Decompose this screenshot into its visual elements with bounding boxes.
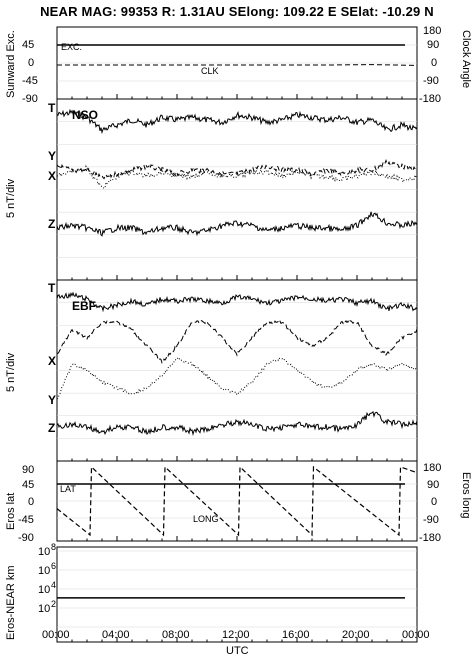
p1-right-tick-0: 0 <box>431 57 437 69</box>
p4-left-tick-90: 90 <box>22 464 34 476</box>
p5-tick-base: 10 <box>38 546 50 558</box>
x-tick-marks <box>56 94 418 642</box>
x-tick-label: 08:00 <box>162 629 190 641</box>
ebf-label-x: X <box>48 354 56 368</box>
x-axis-title: UTC <box>226 645 249 656</box>
ebf-label-t: T <box>48 281 56 295</box>
ebf-title: EBF <box>72 299 96 313</box>
p4-right-tick-neg90: -90 <box>423 514 439 526</box>
nso-ylabel: 5 nT/div <box>5 178 17 218</box>
p4-left-tick-neg45: -45 <box>18 514 34 526</box>
x-tick-label: 04:00 <box>102 629 130 641</box>
ebf-y-series-line <box>56 356 418 400</box>
p1-left-tick-neg45: -45 <box>22 75 38 87</box>
plot-title: NEAR MAG: 99353 R: 1.31AU SElong: 109.22… <box>40 4 434 19</box>
p5-tick-base: 10 <box>38 565 50 577</box>
ebf-t-series-line <box>56 291 418 313</box>
x-tick-label: 12:00 <box>222 629 250 641</box>
nso-x-series-line <box>56 164 418 190</box>
long-series-line <box>56 465 418 537</box>
p1-left-tick-neg90: -90 <box>22 93 38 105</box>
nso-z-series-line <box>56 211 418 237</box>
p4-right-tick-neg180: -180 <box>419 532 441 544</box>
p5-tick-exp: 8 <box>51 542 56 552</box>
p4-right-tick-90: 90 <box>427 479 439 491</box>
p1-right-tick-neg90: -90 <box>423 75 439 87</box>
ebf-ylabel: 5 nT/div <box>5 352 17 392</box>
x-tick-label: 16:00 <box>282 629 310 641</box>
nso-title: NSO <box>72 108 98 122</box>
long-label: LONG <box>193 514 219 524</box>
p5-tick-exp: 2 <box>51 599 56 609</box>
p5-tick-1e8: 10 8 <box>38 542 56 558</box>
nso-label-y: Y <box>48 149 56 163</box>
nso-y-series-line <box>56 159 418 180</box>
nso-label-z: Z <box>48 217 55 231</box>
x-tick-labels: 00:00 04:00 08:00 12:00 16:00 20:00 00:00 <box>42 629 430 641</box>
p1-ylabel-right: Clock Angle <box>460 30 472 88</box>
p1-ylabel-left: Sunward Exc. <box>5 30 17 98</box>
p5-tick-base: 10 <box>38 603 50 615</box>
ebf-z-series-line <box>56 410 418 437</box>
p5-tick-exp: 6 <box>51 561 56 571</box>
p5-tick-1e2: 10 2 <box>38 599 56 615</box>
ebf-label-z: Z <box>48 421 55 435</box>
nso-t-series-line <box>56 108 418 135</box>
ebf-x-series-line <box>56 320 418 364</box>
p1-left-tick-0: 0 <box>28 57 34 69</box>
p4-right-tick-180: 180 <box>423 462 441 474</box>
p4-left-tick-45: 45 <box>22 479 34 491</box>
ebf-label-y: Y <box>48 393 56 407</box>
p4-left-tick-neg90: -90 <box>18 532 34 544</box>
p1-right-tick-neg180: -180 <box>419 93 441 105</box>
p5-tick-base: 10 <box>38 584 50 596</box>
x-tick-label: 00:00 <box>42 629 70 641</box>
panel5-frame <box>56 546 418 643</box>
p5-ylabel: Eros-NEAR km <box>5 565 17 640</box>
x-tick-label: 00:00 <box>402 629 430 641</box>
clk-label: CLK <box>201 66 219 76</box>
p5-tick-1e6: 10 6 <box>38 561 56 577</box>
exc-label: EXC. <box>61 42 82 52</box>
nso-label-t: T <box>48 101 56 115</box>
p1-right-tick-180: 180 <box>423 25 441 37</box>
clk-series-line <box>57 64 418 66</box>
p4-right-tick-0: 0 <box>431 496 437 508</box>
p4-ylabel-right: Eros long <box>460 472 472 518</box>
p4-left-tick-0: 0 <box>28 496 34 508</box>
x-tick-label: 20:00 <box>342 629 370 641</box>
series-layer <box>56 44 418 599</box>
p4-ylabel-left: Eros lat <box>5 493 17 530</box>
nso-label-x: X <box>48 169 56 183</box>
lat-label: LAT <box>60 484 76 494</box>
p5-tick-exp: 4 <box>51 580 56 590</box>
p1-left-tick-45: 45 <box>22 39 34 51</box>
p5-tick-1e4: 10 4 <box>38 580 56 596</box>
p1-right-tick-90: 90 <box>427 39 439 51</box>
